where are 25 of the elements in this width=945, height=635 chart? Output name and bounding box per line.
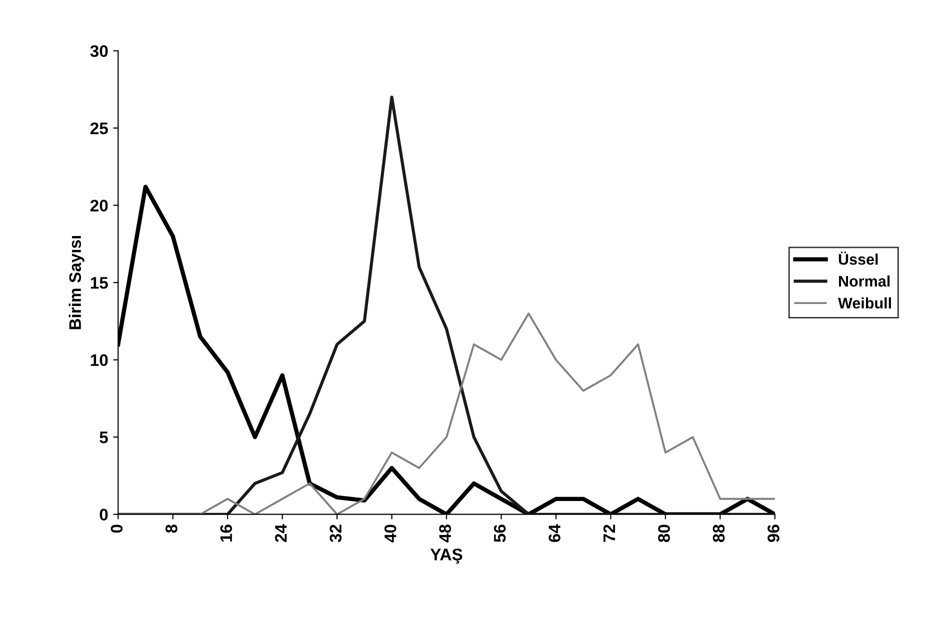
y-tick-label: 5 bbox=[100, 432, 108, 444]
legend-label: Normal bbox=[839, 275, 890, 287]
y-tick-label: 0 bbox=[100, 508, 108, 521]
x-tick-label: 96 bbox=[768, 524, 780, 542]
x-tick-label: 24 bbox=[274, 524, 287, 542]
y-tick-label: 25 bbox=[90, 122, 108, 134]
legend-label: Weibull bbox=[838, 297, 891, 309]
y-tick-label: 15 bbox=[90, 277, 108, 289]
y-tick-label: 20 bbox=[90, 200, 108, 212]
y-tick-label: 10 bbox=[90, 354, 108, 366]
x-tick-label: 88 bbox=[712, 524, 725, 542]
x-tick-label: 64 bbox=[548, 524, 560, 542]
y-tick-label: 30 bbox=[90, 45, 108, 58]
y-axis-title: Birim Sayısı bbox=[68, 236, 84, 330]
x-axis-title: YAŞ bbox=[430, 548, 462, 564]
x-tick-label: 16 bbox=[220, 524, 232, 542]
x-tick-label: 40 bbox=[384, 524, 396, 542]
legend-label: Üssel bbox=[838, 252, 878, 265]
x-tick-label: 32 bbox=[330, 524, 342, 542]
x-tick-label: 56 bbox=[494, 524, 506, 542]
x-tick-label: 80 bbox=[658, 524, 670, 542]
x-tick-label: 0 bbox=[110, 524, 123, 533]
x-tick-label: 48 bbox=[439, 524, 451, 542]
x-tick-label: 72 bbox=[603, 524, 616, 542]
x-tick-label: 8 bbox=[166, 524, 178, 533]
